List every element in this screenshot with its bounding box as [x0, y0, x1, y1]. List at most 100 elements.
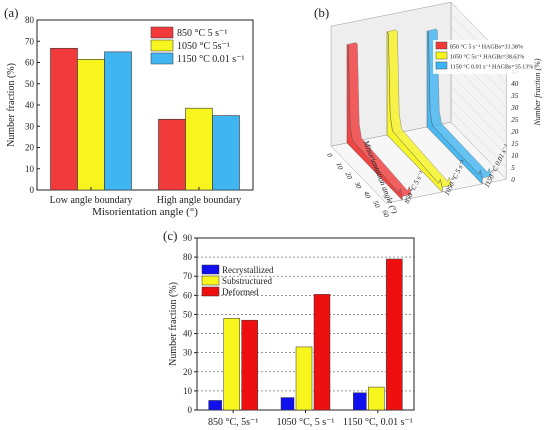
chart-c-legend-swatch: [201, 286, 220, 297]
chart-b-legend-swatch: [435, 41, 448, 50]
chart-c-xtick-label: 1150 °C, 0.01 s⁻¹: [343, 417, 413, 428]
chart-c-bar: [223, 318, 240, 411]
chart-b-legend-label: 1050 °C 5s⁻¹ HAGBs=38.63%: [450, 54, 524, 61]
chart-c-x-ticks: 850 °C, 5s⁻¹ 1050 °C, 5 s⁻¹ 1150 °C, 0.01 …: [208, 410, 413, 428]
chart-c-legend-swatch: [201, 264, 220, 275]
chart-a-legend: 850 °C 5 s⁻¹ 1050 °C 5s⁻¹ 1150 °C 0.01 s⁻¹: [150, 26, 244, 65]
chart-b-gridline: [450, 74, 507, 132]
chart-a-legend-label: 850 °C 5 s⁻¹: [177, 28, 227, 39]
chart-c-bar: [386, 258, 403, 411]
chart-a-ytick-label: 40: [25, 100, 35, 110]
chart-a-x-ticks: Low angle boundary High angle boundary: [50, 187, 241, 206]
chart-b-xtick-label: 10: [334, 161, 344, 171]
chart-b-legend-swatch: [435, 61, 448, 70]
panel-label-b: (b): [314, 5, 329, 20]
chart-c-xtick-label: 850 °C, 5s⁻¹: [208, 417, 258, 428]
chart-b-ztick-label: 25: [511, 116, 519, 124]
chart-c-bar: [241, 319, 258, 411]
chart-a-ytick-label: 20: [25, 143, 35, 153]
chart-c-ytick-label: 0: [188, 405, 193, 415]
panel-label-a: (a): [4, 5, 18, 20]
chart-a-bar: [77, 59, 105, 191]
chart-b-ztick-label: 35: [510, 92, 519, 100]
chart-a-ytick-label: 50: [25, 79, 35, 89]
chart-a-ytick-label: 60: [25, 58, 35, 68]
chart-c-legend-label: Recrystallized: [222, 265, 274, 275]
chart-c-ytick-label: 10: [183, 386, 193, 396]
chart-b-ribbons: [346, 28, 492, 201]
chart-c-ytick-label: 80: [183, 252, 193, 262]
chart-b-xtick-label: 40: [362, 190, 372, 200]
chart-c-bars: [208, 258, 403, 411]
chart-c-bar: [313, 294, 331, 411]
chart-b-legend-box: [433, 40, 525, 74]
chart-c-bar: [280, 397, 295, 411]
chart-b-ztick-label: 10: [511, 152, 519, 160]
chart-a-ylabel: Number fraction (%): [6, 63, 17, 147]
chart-a-bar: [185, 107, 213, 191]
chart-c-ytick-label: 90: [183, 233, 193, 243]
chart-b-gridline: [450, 86, 507, 144]
chart-a-legend-swatch: [150, 52, 174, 65]
chart-a-bar: [212, 115, 240, 191]
chart-c-bar: [295, 346, 313, 411]
chart-b-legend: 850 °C 5 s⁻¹ HAGBs=33.38% 1050 °C 5s⁻¹ HA…: [433, 40, 533, 74]
chart-b: 051015202530354045500102030405060850 °C …: [325, 1, 542, 219]
chart-a-bar: [104, 51, 132, 191]
chart-c-bar: [208, 400, 222, 411]
chart-b-legend-label: 850 °C 5 s⁻¹ HAGBs=33.38%: [450, 44, 523, 51]
chart-a-y-ticks: 0 10 20 30 40 50 60 70 80: [25, 15, 40, 195]
chart-a-legend-label: 1050 °C 5s⁻¹: [177, 41, 230, 52]
chart-a-legend-swatch: [150, 39, 174, 52]
chart-b-ribbon-top: [386, 29, 452, 188]
chart-c-bar: [368, 386, 385, 411]
chart-a-xtick-label: Low angle boundary: [50, 195, 133, 206]
chart-b-ztick-label: 20: [511, 128, 519, 136]
chart-b-ztick-label: 40: [511, 80, 519, 88]
chart-c-y-ticks: 0 10 20 30 40 50 60 70 80 90: [183, 233, 197, 415]
chart-c-bar: [353, 392, 367, 411]
chart-a: 0 10 20 30 40 50 60 70 80 Low angle boundary High…: [6, 15, 254, 218]
chart-a-ytick-label: 70: [25, 36, 35, 46]
chart-b-xtick-label: 0: [325, 152, 334, 159]
chart-c-ytick-label: 50: [183, 309, 193, 319]
chart-b-legend-swatch: [435, 51, 448, 60]
chart-c-legend-label: Deformed: [222, 287, 259, 297]
chart-b-ztick-label: 0: [511, 176, 515, 184]
chart-a-xtick-label: High angle boundary: [157, 195, 241, 206]
chart-b-gridline: [450, 122, 507, 180]
chart-b-gridline: [450, 98, 507, 156]
chart-a-ytick-label: 10: [25, 164, 35, 174]
chart-b-ztick-label: 30: [510, 104, 519, 112]
chart-c-ytick-label: 60: [183, 290, 193, 300]
chart-b-ztick-label: 5: [511, 164, 515, 172]
chart-b-xtick-label: 50: [371, 199, 381, 209]
chart-c-xtick-label: 1050 °C, 5 s⁻¹: [277, 417, 335, 428]
chart-c: 0 10 20 30 40 50 60 70 80 90 850 °C, 5s⁻¹ 1050 °C,…: [168, 233, 415, 428]
chart-a-legend-label: 1150 °C 0.01 s⁻¹: [177, 54, 244, 65]
panel-label-c: (c): [163, 228, 177, 243]
chart-b-xtick-label: 20: [344, 171, 354, 181]
chart-a-bar: [50, 47, 78, 191]
chart-b-legend-label: 1150 °C 0.01 s⁻¹ HAGBs=35.13%: [450, 64, 533, 71]
chart-b-xtick-label: 30: [352, 180, 363, 191]
chart-b-gridline: [450, 110, 507, 168]
chart-b-zlabel: Number fraction (%): [533, 58, 542, 126]
chart-a-ytick-label: 80: [25, 15, 35, 25]
chart-c-ytick-label: 20: [183, 367, 193, 377]
chart-a-bar: [158, 118, 186, 191]
chart-b-xtick-label: 60: [380, 209, 390, 219]
chart-c-legend-swatch: [201, 275, 220, 286]
chart-b-ribbon-top: [346, 42, 412, 197]
chart-c-ytick-label: 70: [183, 271, 193, 281]
chart-c-legend-label: Substructured: [222, 276, 272, 286]
chart-b-ztick-label: 15: [511, 140, 519, 148]
chart-a-ytick-label: 0: [30, 185, 35, 195]
chart-a-bars: [50, 47, 240, 191]
chart-c-ylabel: Number fraction (%): [168, 282, 179, 366]
chart-a-ytick-label: 30: [25, 121, 35, 131]
chart-c-ytick-label: 40: [183, 329, 193, 339]
chart-a-xlabel: Misorientation angle (°): [92, 206, 198, 218]
